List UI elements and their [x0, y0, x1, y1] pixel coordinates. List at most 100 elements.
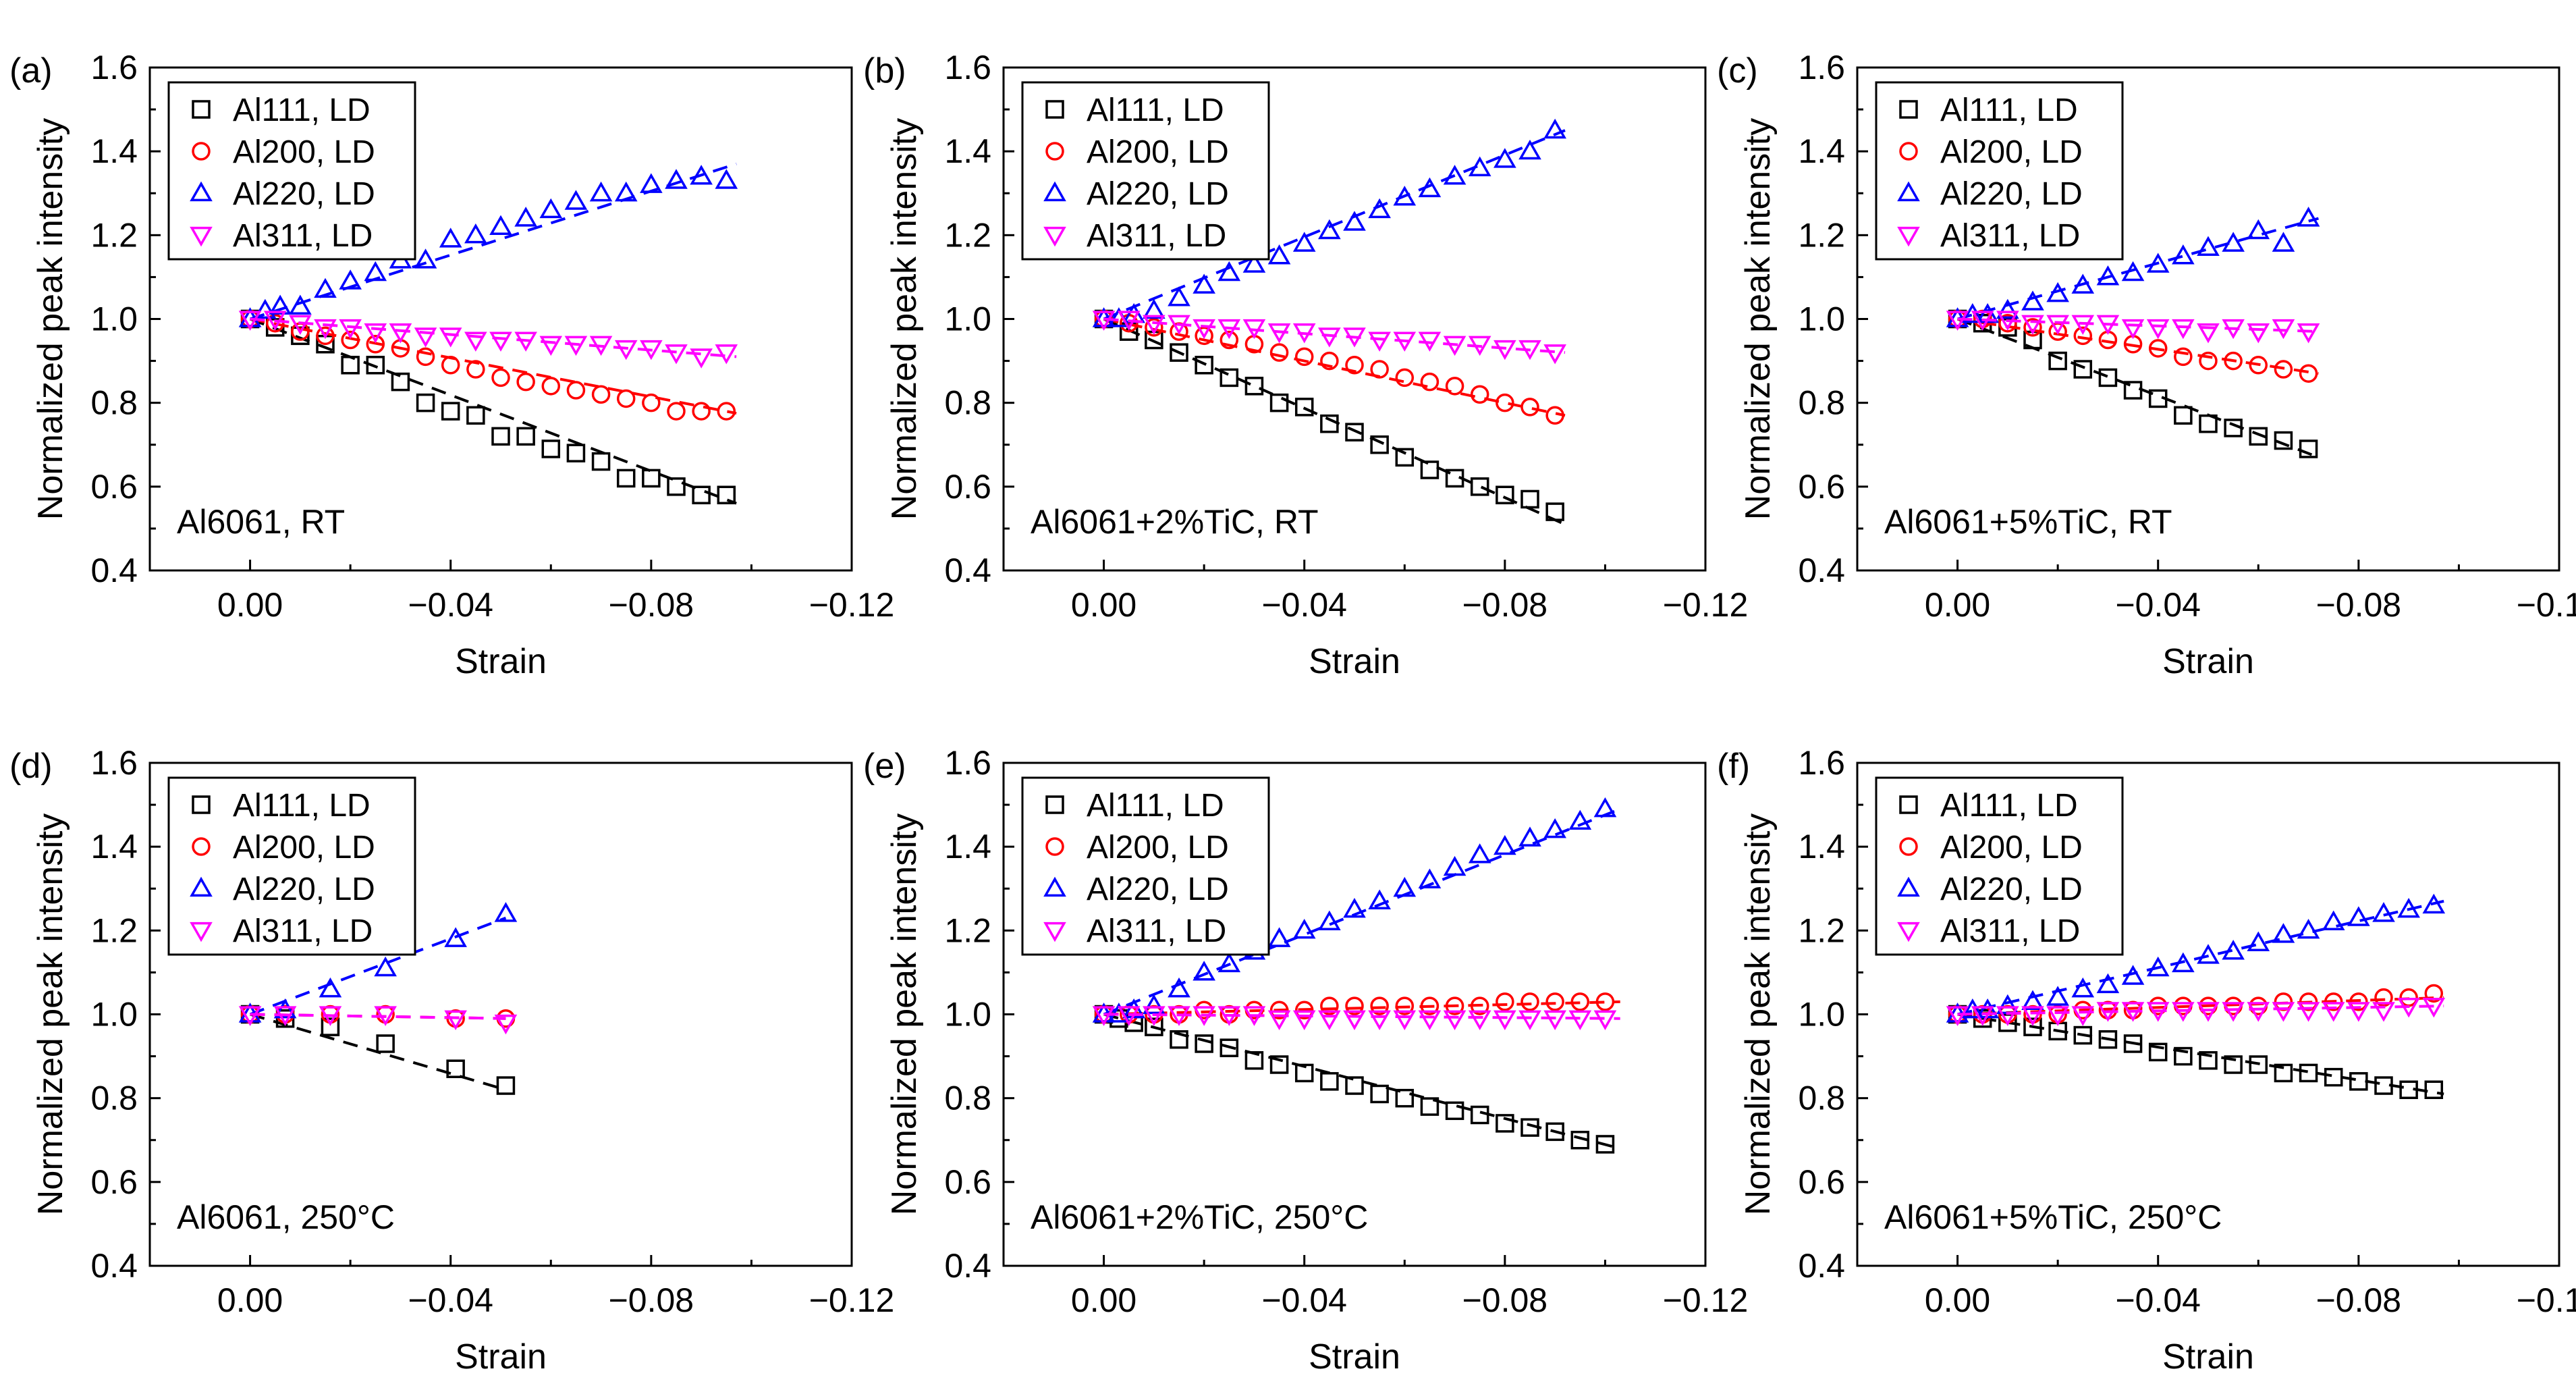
data-point-triangle-down: [1443, 336, 1467, 356]
data-point-triangle-up: [589, 181, 613, 202]
data-point-square: [616, 469, 636, 488]
data-point-square: [1045, 795, 1064, 814]
data-point-triangle-up: [1568, 809, 1592, 830]
data-point-triangle-down: [439, 327, 462, 348]
data-point-triangle-down: [364, 323, 387, 344]
data-point-triangle-down: [2046, 315, 2069, 336]
data-point-triangle-down: [2021, 1006, 2044, 1026]
data-point-triangle-down: [1143, 1006, 1166, 1026]
data-point-triangle-up: [1443, 855, 1467, 876]
fit-line: [1957, 317, 2319, 375]
data-point-triangle-down: [1092, 311, 1116, 331]
data-point-triangle-down: [2272, 319, 2295, 340]
data-point-square: [1370, 435, 1389, 454]
data-point-triangle-down: [1043, 226, 1066, 247]
y-tick-label: 1.2: [90, 911, 138, 949]
data-point-circle: [1045, 142, 1064, 161]
data-point-circle: [1545, 992, 1564, 1011]
data-point-square: [1445, 1101, 1464, 1121]
x-tick-label: −0.12: [1663, 586, 1749, 624]
data-point-triangle-up: [254, 298, 277, 319]
data-point-circle: [192, 142, 211, 161]
legend: Al111, LD Al200, LD Al220, LD Al311, LD: [1875, 81, 2124, 261]
legend-label: Al200, LD: [233, 134, 375, 170]
data-point-circle: [491, 368, 510, 388]
data-point-circle: [667, 402, 686, 421]
data-point-triangle-up: [1143, 298, 1166, 319]
data-point-triangle-up: [2121, 261, 2145, 282]
data-point-square: [2199, 1051, 2218, 1070]
data-point-triangle-down: [1217, 319, 1241, 340]
panel-annotation: Al6061, 250°C: [177, 1198, 395, 1236]
data-point-circle: [416, 347, 435, 367]
data-point-square: [1595, 1135, 1615, 1154]
data-point-square: [2098, 1030, 2118, 1049]
data-point-triangle-up: [2272, 232, 2295, 252]
x-axis-label: Strain: [1309, 642, 1400, 681]
data-point-triangle-up: [2197, 236, 2220, 257]
data-point-square: [1170, 343, 1188, 362]
data-point-triangle-down: [1292, 323, 1316, 344]
data-point-circle: [2324, 992, 2343, 1011]
data-point-triangle-down: [314, 319, 337, 340]
data-point-circle: [2224, 351, 2243, 371]
data-point-triangle-down: [1946, 1006, 1969, 1026]
data-point-circle: [2199, 351, 2218, 371]
data-point-square: [1145, 1017, 1163, 1036]
x-axis-label: Strain: [455, 1337, 547, 1377]
data-point-triangle-down: [1897, 226, 1920, 247]
data-point-triangle-up: [1217, 952, 1241, 973]
data-point-triangle-up: [2121, 965, 2145, 985]
data-point-triangle-up: [190, 181, 213, 202]
data-point-triangle-up: [414, 248, 437, 269]
data-point-circle: [591, 385, 611, 404]
data-point-triangle-up: [2046, 986, 2069, 1006]
panel-label: (f): [1717, 747, 1750, 786]
data-point-triangle-down: [2096, 315, 2120, 336]
data-point-circle: [2274, 360, 2293, 379]
data-point-triangle-up: [1143, 994, 1166, 1015]
data-point-square: [2299, 439, 2318, 458]
data-point-square: [692, 485, 711, 504]
series-al311-ld: [1946, 997, 2446, 1026]
data-point-triangle-up: [715, 169, 738, 189]
data-point-triangle-down: [1043, 922, 1066, 942]
legend-label: Al220, LD: [233, 176, 375, 212]
data-point-circle: [1220, 330, 1239, 350]
data-point-triangle-down: [464, 331, 487, 352]
data-point-circle: [566, 381, 586, 400]
series-al111-ld: [240, 309, 737, 505]
data-point-triangle-up: [2146, 956, 2170, 977]
y-tick-label: 0.4: [1798, 552, 1845, 589]
data-point-triangle-up: [1043, 181, 1066, 202]
data-point-circle: [1545, 406, 1564, 425]
data-point-circle: [1195, 326, 1213, 346]
data-point-square: [2374, 1076, 2393, 1095]
data-point-triangle-up: [564, 190, 588, 210]
x-tick-label: 0.00: [1071, 586, 1136, 624]
y-axis-label: Normalized peak intensity: [1738, 813, 1778, 1215]
data-point-circle: [366, 335, 385, 354]
y-tick-label: 1.4: [1798, 132, 1845, 170]
data-point-square: [2148, 1042, 2168, 1062]
legend-label: Al311, LD: [1087, 218, 1226, 254]
y-tick-label: 0.6: [1798, 468, 1845, 506]
data-point-triangle-down: [2397, 997, 2420, 1018]
y-axis-label: Normalized peak intensity: [885, 813, 924, 1215]
y-tick-label: 1.4: [1798, 828, 1845, 865]
data-point-triangle-up: [1897, 181, 1920, 202]
y-tick-label: 1.6: [1798, 744, 1845, 782]
data-point-circle: [466, 360, 485, 379]
data-point-triangle-down: [2297, 323, 2320, 344]
legend-label: Al200, LD: [1940, 134, 2083, 170]
data-point-triangle-down: [1568, 1010, 1592, 1031]
x-tick-label: −0.04: [408, 586, 493, 624]
y-tick-label: 0.4: [1798, 1247, 1845, 1285]
data-point-square: [2174, 1046, 2193, 1066]
data-point-square: [416, 393, 435, 412]
data-point-square: [591, 452, 611, 471]
legend-label: Al111, LD: [1087, 788, 1224, 824]
data-point-triangle-down: [2222, 319, 2245, 340]
data-point-triangle-up: [1242, 252, 1266, 273]
data-point-triangle-down: [1343, 1010, 1366, 1031]
